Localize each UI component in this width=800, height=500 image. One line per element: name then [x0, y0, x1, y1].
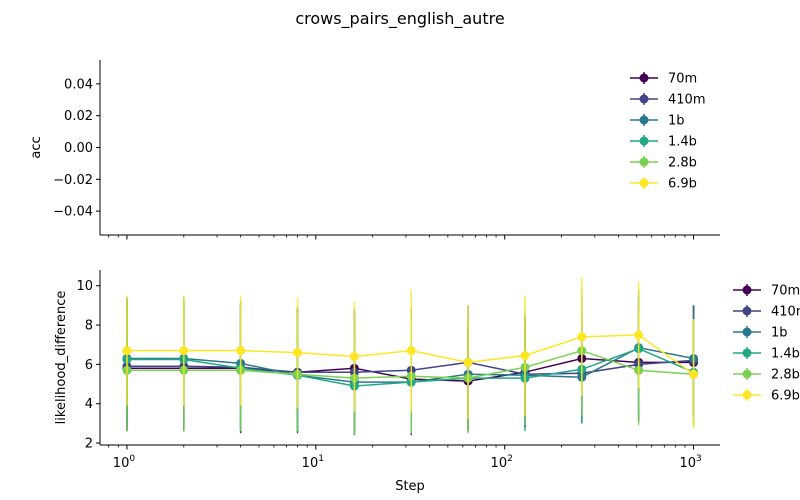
y-tick-label: 8 — [85, 319, 93, 334]
data-point — [463, 357, 473, 367]
legend-marker — [639, 178, 649, 188]
legend-marker — [742, 285, 752, 295]
legend-marker — [742, 327, 752, 337]
data-point — [122, 346, 132, 356]
data-point — [689, 369, 699, 379]
x-tick-label: 100 — [113, 454, 136, 471]
legend-label: 410m — [771, 305, 800, 320]
data-point — [179, 346, 189, 356]
legend: 70m 410m 1b 1.4b 2.8b 6.9b — [733, 284, 800, 404]
legend-marker — [639, 115, 649, 125]
y-tick-label: 4 — [85, 397, 93, 412]
y-tick-label: −0.04 — [53, 205, 93, 220]
legend-label: 2.8b — [771, 368, 800, 383]
series-6.9b — [122, 277, 699, 428]
data-point — [236, 346, 246, 356]
y-tick-label: 0.00 — [64, 141, 93, 156]
legend-marker — [742, 369, 752, 379]
chart-title: crows_pairs_english_autre — [295, 9, 504, 29]
y-axis-label: likelihood_difference — [54, 291, 69, 425]
x-axis-label: Step — [395, 479, 425, 494]
x-tick-label: 101 — [302, 454, 324, 471]
legend-label: 6.9b — [771, 389, 800, 404]
y-tick-label: 2 — [85, 437, 93, 452]
legend-marker — [742, 306, 752, 316]
y-tick-label: 10 — [76, 279, 93, 294]
data-point — [577, 332, 587, 342]
legend-label: 1.4b — [668, 135, 697, 150]
data-point — [634, 330, 644, 340]
y-tick-label: −0.02 — [53, 173, 93, 188]
legend-label: 2.8b — [668, 156, 697, 171]
legend-label: 6.9b — [668, 177, 697, 192]
legend-label: 410m — [668, 93, 705, 108]
data-point — [349, 352, 359, 362]
legend-marker — [742, 348, 752, 358]
y-tick-label: 0.04 — [64, 77, 93, 92]
legend-label: 1.4b — [771, 347, 800, 362]
legend-label: 1b — [668, 114, 685, 129]
likelihood-difference-panel: 2 4 6 8 10 likelihood_difference 100 101 102 103 7… — [54, 270, 800, 471]
legend-label: 1b — [771, 326, 788, 341]
data-point — [293, 348, 303, 358]
acc-panel: 0.04 0.02 0.00 −0.02 −0.04 acc 70m 410m 1b 1.4b 2.… — [29, 60, 720, 240]
legend-marker — [639, 73, 649, 83]
data-point — [406, 346, 416, 356]
legend-marker — [742, 390, 752, 400]
legend-marker — [639, 94, 649, 104]
legend-marker — [639, 136, 649, 146]
legend: 70m 410m 1b 1.4b 2.8b 6.9b — [630, 72, 705, 192]
y-axis-label: acc — [29, 136, 44, 158]
legend-marker — [639, 157, 649, 167]
y-tick-label: 0.02 — [64, 109, 93, 124]
legend-label: 70m — [771, 284, 800, 299]
legend-label: 70m — [668, 72, 697, 87]
x-tick-label: 102 — [491, 454, 513, 471]
x-tick-label: 103 — [679, 454, 701, 471]
data-point — [520, 351, 530, 361]
y-tick-label: 6 — [85, 358, 93, 373]
